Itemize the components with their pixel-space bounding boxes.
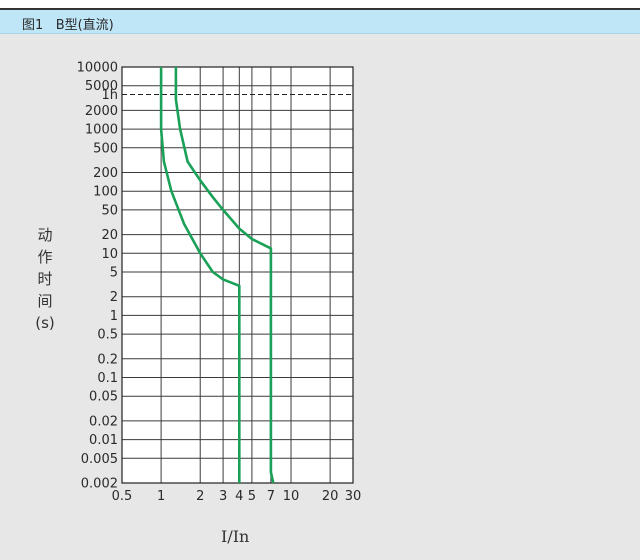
y-tick-label: 1000 xyxy=(85,123,118,138)
reference-line-label: 1h xyxy=(101,88,118,103)
x-tick-label: 10 xyxy=(283,489,300,504)
y-tick-label: 2 xyxy=(110,290,118,305)
y-tick-label: 1 xyxy=(110,309,118,324)
y-tick-label: 50 xyxy=(101,203,118,218)
y-axis-label-char: 动 xyxy=(37,226,53,244)
trip-curve-1 xyxy=(159,67,241,483)
x-tick-label: 30 xyxy=(345,489,362,504)
y-tick-label: 0.01 xyxy=(89,433,118,448)
y-tick-label: 5000 xyxy=(85,79,118,94)
figure-number: 图1 xyxy=(22,18,44,33)
y-axis-label-char: (s) xyxy=(35,314,55,332)
y-axis-label-char: 时 xyxy=(37,270,53,288)
y-tick-label: 10000 xyxy=(77,61,118,76)
y-tick-label: 20 xyxy=(101,228,118,243)
y-tick-label: 0.1 xyxy=(97,371,118,386)
top-rule xyxy=(0,0,640,10)
y-tick-label: 200 xyxy=(93,166,118,181)
x-tick-label: 1 xyxy=(157,489,165,504)
y-axis-label: 动 作 时 间 (s) xyxy=(34,224,56,334)
y-tick-label: 0.002 xyxy=(81,477,118,492)
figure-title: B型(直流) xyxy=(55,18,114,33)
y-tick-label: 5 xyxy=(110,265,118,280)
x-axis-label: I/In xyxy=(221,527,250,546)
x-tick-label: 0.5 xyxy=(112,489,133,504)
y-axis-label-char: 间 xyxy=(37,292,53,310)
y-tick-label: 10 xyxy=(101,247,118,262)
y-tick-label: 0.2 xyxy=(97,352,118,367)
x-tick-label: 20 xyxy=(322,489,339,504)
y-tick-label: 0.05 xyxy=(89,390,118,405)
figure-caption-bar: 图1 B型(直流) xyxy=(0,10,640,34)
y-axis-label-char: 作 xyxy=(37,248,53,266)
x-tick-label: 3 xyxy=(219,489,227,504)
plot-frame xyxy=(121,66,354,484)
y-tick-label: 0.5 xyxy=(97,328,118,343)
figure-caption: 图1 B型(直流) xyxy=(22,14,114,33)
y-tick-label: 0.02 xyxy=(89,414,118,429)
y-tick-label: 0.005 xyxy=(81,452,118,467)
y-tick-label: 100 xyxy=(93,185,118,200)
x-tick-label: 4 xyxy=(235,489,243,504)
y-tick-label: 500 xyxy=(93,141,118,156)
x-tick-label: 2 xyxy=(196,489,204,504)
x-tick-label: 7 xyxy=(267,489,275,504)
x-tick-label: 5 xyxy=(248,489,256,504)
y-tick-label: 2000 xyxy=(85,104,118,119)
trip-curve-2 xyxy=(174,67,275,484)
